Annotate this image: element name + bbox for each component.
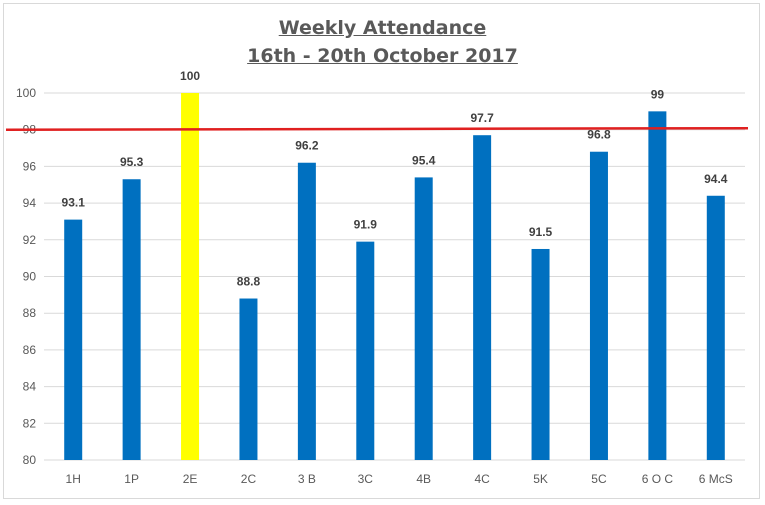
data-label: 96.8 xyxy=(587,128,611,142)
x-tick-label: 6 McS xyxy=(699,472,733,486)
chart-title: Weekly Attendance 16th - 20th October 20… xyxy=(0,14,765,70)
data-label: 93.1 xyxy=(62,196,86,210)
bar xyxy=(706,195,725,460)
bar xyxy=(473,135,492,460)
reference-line-layer xyxy=(5,126,749,131)
data-label: 96.2 xyxy=(295,139,319,153)
data-label: 88.8 xyxy=(237,275,261,289)
bar xyxy=(648,111,667,460)
x-tick-label: 3 B xyxy=(298,472,316,486)
data-label: 95.3 xyxy=(120,155,144,169)
y-tick-label: 88 xyxy=(23,306,37,320)
y-tick-label: 90 xyxy=(23,270,37,284)
x-tick-label: 4B xyxy=(416,472,431,486)
x-tick-label: 2C xyxy=(241,472,257,486)
x-tick-label: 2E xyxy=(183,472,198,486)
data-labels: 93.1 95.3 100 88.8 96.2 91.9 95.4 97.7 91.5 96.8 9… xyxy=(62,69,728,289)
chart-title-line-1: Weekly Attendance xyxy=(278,17,487,39)
x-tick-label: 5K xyxy=(533,472,548,486)
x-tick-label: 3C xyxy=(358,472,374,486)
bar xyxy=(122,179,141,460)
y-tick-label: 80 xyxy=(23,453,37,467)
bar xyxy=(356,241,375,460)
x-tick-label: 6 O C xyxy=(642,472,674,486)
y-tick-label: 94 xyxy=(23,196,37,210)
data-label: 91.9 xyxy=(354,218,378,232)
reference-line xyxy=(5,126,749,131)
data-label: 99 xyxy=(651,87,665,101)
bar xyxy=(414,177,433,460)
bar xyxy=(181,93,200,460)
y-tick-label: 92 xyxy=(23,233,37,247)
y-tick-label: 96 xyxy=(23,159,37,173)
data-label: 95.4 xyxy=(412,153,436,167)
bar xyxy=(297,162,316,461)
bars xyxy=(64,93,725,461)
data-label: 91.5 xyxy=(529,225,553,239)
grid-lines xyxy=(44,92,745,461)
x-tick-label: 1H xyxy=(66,472,81,486)
x-tick-label: 5C xyxy=(591,472,607,486)
y-tick-label: 82 xyxy=(23,416,37,430)
bar xyxy=(64,219,83,460)
bar xyxy=(531,248,550,460)
x-tick-label: 1P xyxy=(124,472,139,486)
data-label: 100 xyxy=(180,69,200,83)
y-tick-label: 84 xyxy=(23,380,37,394)
data-label: 94.4 xyxy=(704,172,728,186)
chart-title-line-2: 16th - 20th October 2017 xyxy=(247,45,518,67)
x-tick-label: 4C xyxy=(474,472,490,486)
bar xyxy=(239,298,258,460)
data-label: 97.7 xyxy=(470,111,494,125)
bar xyxy=(589,151,608,460)
y-tick-label: 86 xyxy=(23,343,37,357)
y-tick-label: 100 xyxy=(16,86,36,100)
